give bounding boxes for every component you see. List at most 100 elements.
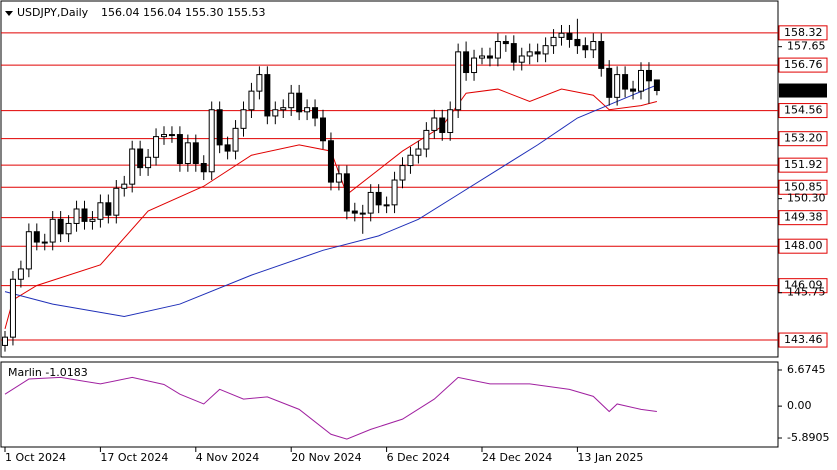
indicator-title: Marlin -1.0183 <box>8 366 88 379</box>
candle-body <box>399 165 406 181</box>
candle-body <box>33 231 40 243</box>
candle-body <box>41 241 48 244</box>
candle-body <box>73 208 80 224</box>
y-tick-label: 157.65 <box>787 40 826 53</box>
candle-body <box>439 117 446 133</box>
candle-body <box>264 74 271 117</box>
last-price-label: 155.53 <box>784 84 823 97</box>
candle-body <box>216 109 223 146</box>
x-tick-label: 20 Nov 2024 <box>291 451 361 464</box>
candle-body <box>9 278 16 338</box>
candle-body <box>200 162 207 173</box>
candle-body <box>81 208 88 222</box>
candle-body <box>296 92 303 113</box>
candle-body <box>224 144 231 152</box>
level-label-box <box>778 210 828 226</box>
candle-body <box>526 51 533 57</box>
y-tick-label: 0.00 <box>787 399 812 412</box>
level-label: 149.38 <box>784 211 823 224</box>
candle-body <box>248 90 255 111</box>
candle-body <box>343 173 350 212</box>
candle-body <box>192 142 199 164</box>
candle-body <box>630 88 637 92</box>
indicator-line <box>4 84 658 317</box>
candle-body <box>622 74 629 90</box>
candle-body <box>25 231 32 270</box>
candle-body <box>502 41 509 45</box>
level-label: 143.46 <box>784 333 823 346</box>
x-tick-label: 1 Oct 2024 <box>5 451 66 464</box>
level-label-box <box>778 103 828 119</box>
candle-body <box>375 191 382 206</box>
level-label-box <box>778 25 828 41</box>
candle-body <box>49 218 56 243</box>
candle-body <box>590 41 597 51</box>
candle-body <box>486 55 493 59</box>
candle-body <box>17 268 24 280</box>
level-label: 151.92 <box>784 158 823 171</box>
level-label-box <box>778 238 828 254</box>
candle-body <box>359 212 366 215</box>
candle-body <box>121 183 128 189</box>
candle-body <box>304 107 311 113</box>
candle-body <box>471 57 478 74</box>
candle-body <box>129 148 136 185</box>
candle-body <box>89 218 96 222</box>
menu-arrow[interactable] <box>5 11 13 16</box>
candle-body <box>65 222 72 235</box>
y-tick-label: 6.6745 <box>787 363 826 376</box>
candle-body <box>638 69 644 92</box>
candle-body <box>240 109 247 129</box>
y-tick-label: 145.75 <box>787 286 826 299</box>
level-label-box <box>778 57 828 73</box>
candle-body <box>582 45 589 51</box>
candle-body <box>518 55 525 63</box>
level-label: 148.00 <box>784 239 823 252</box>
x-tick-label: 4 Nov 2024 <box>196 451 259 464</box>
level-label-box <box>778 157 828 173</box>
candle-body <box>137 148 144 169</box>
level-label: 158.32 <box>784 26 823 39</box>
candle-body <box>479 55 485 59</box>
candle-body <box>415 148 422 156</box>
candle-body <box>494 41 501 59</box>
candle-body <box>184 142 191 164</box>
level-label-box <box>778 179 828 195</box>
candle-body <box>614 74 621 98</box>
candle-body <box>558 32 565 38</box>
candle-body <box>653 79 660 92</box>
candle-body <box>447 109 454 133</box>
candle-body <box>550 36 557 47</box>
candle-body <box>606 67 613 98</box>
y-tick-label: -5.8905 <box>787 431 829 444</box>
candle-body <box>320 117 326 142</box>
y-tick-label: 150.30 <box>787 192 826 205</box>
candle-body <box>431 117 438 131</box>
candle-body <box>391 179 398 206</box>
candle-body <box>153 136 160 158</box>
candle-body <box>510 43 517 63</box>
x-tick-label: 17 Oct 2024 <box>100 451 168 464</box>
candle-body <box>463 51 470 74</box>
level-label: 156.76 <box>784 58 823 71</box>
candle-body <box>423 129 430 150</box>
candle-body <box>208 109 215 173</box>
candle-body <box>280 107 287 111</box>
candle-body <box>455 51 462 111</box>
level-label: 146.09 <box>784 279 823 292</box>
symbol-title: USDJPY,Daily <box>17 6 89 19</box>
candle-body <box>407 154 414 167</box>
level-label-box <box>778 278 828 294</box>
candle-body <box>272 109 279 117</box>
level-label: 153.20 <box>784 132 823 145</box>
candle-body <box>145 156 152 169</box>
x-tick-label: 24 Dec 2024 <box>482 451 552 464</box>
candle-body <box>383 204 390 207</box>
candle-body <box>351 210 358 214</box>
candle-body <box>327 140 334 183</box>
candle-body <box>645 69 652 82</box>
level-label: 154.56 <box>784 104 823 117</box>
level-label-box <box>778 131 828 147</box>
x-tick-label: 13 Jan 2025 <box>577 451 643 464</box>
